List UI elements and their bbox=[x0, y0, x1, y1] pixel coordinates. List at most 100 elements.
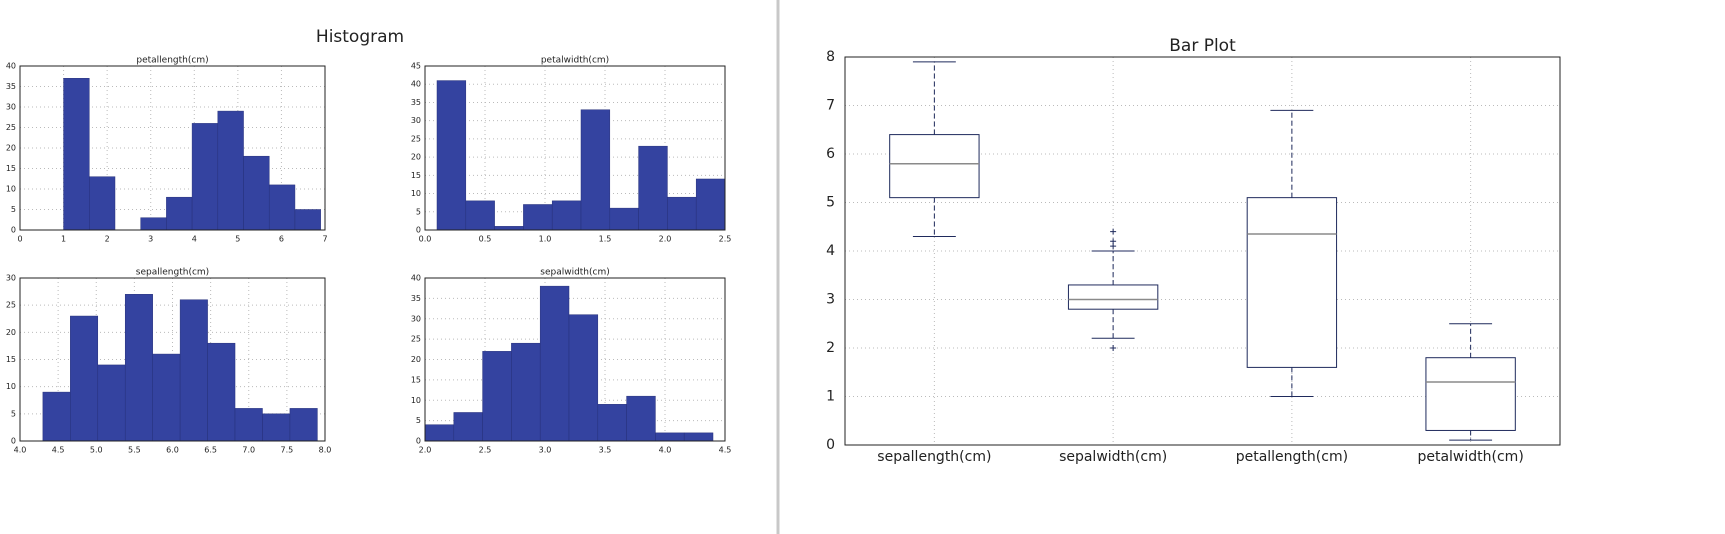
x-tick-label: 7 bbox=[322, 235, 327, 244]
outlier bbox=[1110, 238, 1117, 245]
plot-frame bbox=[844, 56, 1561, 446]
y-tick-label: 40 bbox=[411, 80, 421, 89]
bar bbox=[124, 294, 153, 442]
x-tick-label: 1.5 bbox=[599, 235, 612, 244]
y-tick-label: 30 bbox=[6, 274, 16, 283]
bar bbox=[568, 314, 599, 442]
x-tick-label: 6.5 bbox=[204, 446, 217, 455]
y-tick-label: 3 bbox=[826, 292, 835, 308]
bar bbox=[207, 342, 236, 442]
x-tick-label: petallength(cm) bbox=[1236, 449, 1348, 465]
x-tick-label: 4.0 bbox=[14, 446, 27, 455]
bar bbox=[494, 226, 524, 231]
bar bbox=[42, 391, 71, 442]
y-tick-label: 5 bbox=[416, 207, 421, 216]
bar bbox=[626, 395, 656, 442]
y-tick-label: 35 bbox=[6, 82, 16, 91]
y-tick-label: 10 bbox=[6, 382, 16, 391]
plot-frame bbox=[424, 277, 726, 442]
bar bbox=[289, 408, 318, 442]
y-tick-label: 20 bbox=[6, 328, 16, 337]
y-tick-label: 40 bbox=[6, 62, 16, 71]
y-tick-label: 0 bbox=[11, 226, 16, 235]
bar bbox=[294, 209, 321, 231]
y-tick-label: 7 bbox=[826, 98, 835, 114]
y-tick-label: 20 bbox=[411, 153, 421, 162]
y-tick-label: 15 bbox=[411, 375, 421, 384]
x-tick-label: 1.0 bbox=[539, 235, 552, 244]
chart-title: sepallength(cm) bbox=[136, 268, 209, 278]
box bbox=[1425, 357, 1516, 431]
box bbox=[1246, 197, 1338, 368]
x-tick-label: 3 bbox=[148, 235, 153, 244]
x-tick-label: 4.5 bbox=[719, 446, 732, 455]
outlier bbox=[1110, 228, 1117, 235]
bar bbox=[667, 196, 697, 231]
bar bbox=[166, 196, 193, 231]
y-tick-label: 25 bbox=[6, 123, 16, 132]
chart-title: petallength(cm) bbox=[136, 56, 208, 66]
bar bbox=[551, 200, 582, 231]
y-tick-label: 30 bbox=[6, 103, 16, 112]
y-tick-label: 15 bbox=[6, 164, 16, 173]
y-tick-label: 0 bbox=[416, 437, 421, 446]
y-tick-label: 0 bbox=[826, 437, 835, 453]
y-tick-label: 8 bbox=[826, 49, 835, 65]
bar bbox=[453, 412, 483, 442]
bar bbox=[655, 432, 685, 442]
bar bbox=[179, 299, 208, 442]
x-tick-label: 4 bbox=[192, 235, 197, 244]
chart-title: petalwidth(cm) bbox=[541, 56, 609, 66]
x-tick-label: 6 bbox=[279, 235, 284, 244]
bar bbox=[191, 123, 219, 231]
bar bbox=[234, 408, 263, 442]
bar bbox=[511, 342, 541, 442]
y-tick-label: 6 bbox=[826, 146, 835, 162]
y-tick-label: 2 bbox=[826, 340, 835, 356]
x-tick-label: 0.0 bbox=[419, 235, 432, 244]
chart-title: Bar Plot bbox=[1169, 36, 1236, 56]
bar bbox=[539, 285, 570, 442]
x-tick-label: 0.5 bbox=[479, 235, 492, 244]
x-tick-label: 8.0 bbox=[319, 446, 332, 455]
chart-title: sepalwidth(cm) bbox=[540, 268, 610, 278]
x-tick-label: 7.5 bbox=[281, 446, 294, 455]
x-tick-label: 2 bbox=[105, 235, 110, 244]
x-tick-label: 4.0 bbox=[659, 446, 672, 455]
y-tick-label: 0 bbox=[11, 437, 16, 446]
x-tick-label: 5.0 bbox=[90, 446, 103, 455]
y-tick-label: 0 bbox=[416, 226, 421, 235]
bar bbox=[436, 80, 467, 231]
bar bbox=[140, 217, 167, 231]
plot-frame bbox=[424, 65, 726, 231]
bar bbox=[465, 200, 495, 231]
x-tick-label: 2.5 bbox=[479, 446, 492, 455]
y-tick-label: 20 bbox=[411, 355, 421, 364]
x-tick-label: 5 bbox=[235, 235, 240, 244]
bar bbox=[580, 109, 611, 231]
y-tick-label: 20 bbox=[6, 144, 16, 153]
y-tick-label: 30 bbox=[411, 116, 421, 125]
bar bbox=[243, 155, 270, 231]
bar bbox=[695, 178, 726, 231]
bar bbox=[523, 204, 553, 231]
outlier bbox=[1110, 345, 1117, 351]
bar bbox=[262, 413, 291, 442]
y-tick-label: 45 bbox=[411, 62, 421, 71]
y-tick-label: 15 bbox=[6, 355, 16, 364]
x-tick-label: sepallength(cm) bbox=[877, 449, 991, 465]
y-tick-label: 10 bbox=[6, 185, 16, 194]
x-tick-label: 6.0 bbox=[166, 446, 179, 455]
bar bbox=[683, 432, 714, 442]
y-tick-label: 10 bbox=[411, 396, 421, 405]
y-tick-label: 35 bbox=[411, 294, 421, 303]
bar bbox=[482, 351, 512, 442]
bar bbox=[63, 78, 90, 231]
bar bbox=[609, 207, 639, 231]
plot-frame bbox=[19, 277, 326, 442]
y-tick-label: 25 bbox=[411, 134, 421, 143]
bar bbox=[268, 184, 296, 231]
x-tick-label: 2.0 bbox=[659, 235, 672, 244]
x-tick-label: 3.0 bbox=[539, 446, 552, 455]
